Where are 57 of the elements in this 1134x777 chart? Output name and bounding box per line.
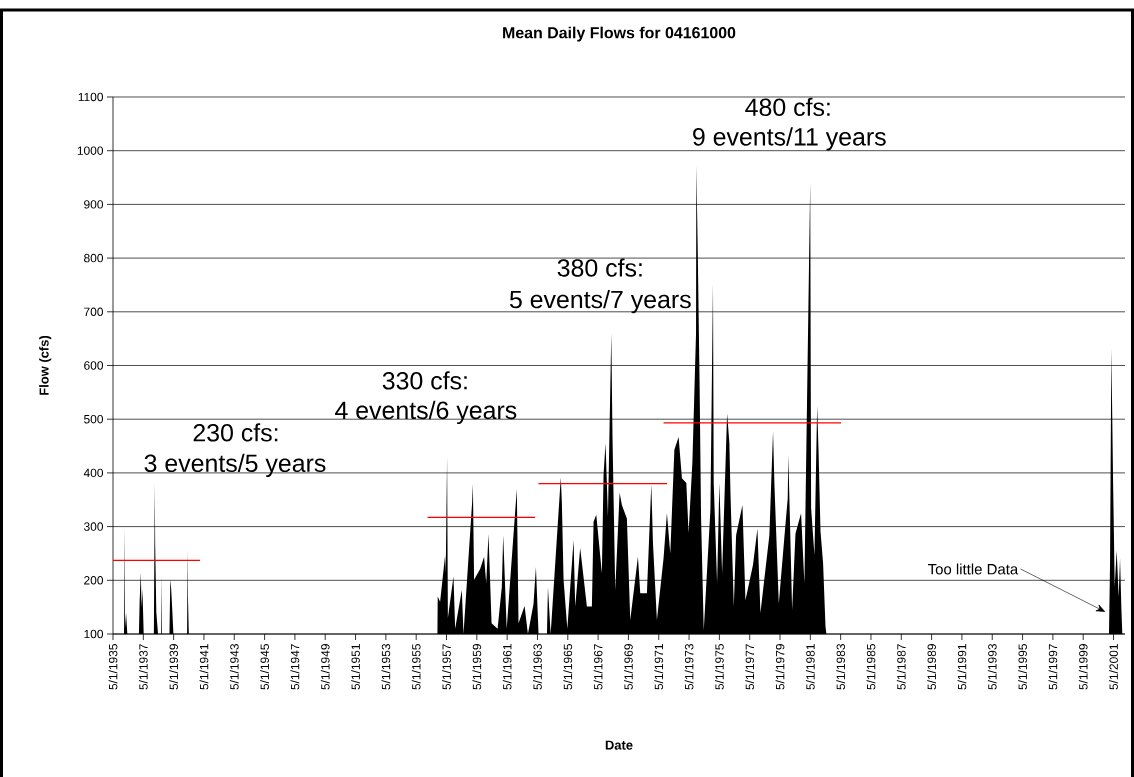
x-tick-label: 5/1/1977 [745, 644, 755, 690]
x-tick-label: 5/1/1971 [654, 644, 664, 690]
chart-title: Mean Daily Flows for 04161000 [503, 26, 736, 42]
x-tick-label: 5/1/1955 [411, 644, 421, 690]
y-tick-label: 1100 [78, 92, 104, 102]
annotation: 5 events/7 years [509, 290, 691, 314]
x-tick-label: 5/1/1991 [957, 644, 967, 690]
x-tick-label: 5/1/1945 [260, 644, 269, 690]
x-tick-label: 5/1/1961 [502, 644, 512, 690]
y-tick-label: 800 [84, 253, 104, 263]
y-tick-label: 200 [84, 576, 104, 585]
x-tick-label: 5/1/1941 [199, 644, 209, 690]
annotation: 3 events/5 years [144, 453, 326, 478]
annotation: 380 cfs: [557, 258, 642, 277]
x-tick-label: 5/1/1957 [442, 644, 451, 690]
x-tick-label: 5/1/1973 [684, 644, 694, 690]
y-tick-label: 900 [84, 200, 104, 209]
y-tick-label: 600 [84, 361, 104, 370]
x-tick-label: 5/1/1997 [1048, 644, 1058, 690]
x-tick-label: 5/1/1959 [472, 644, 482, 690]
y-tick-label: 700 [84, 307, 104, 317]
annotation: Too little Data [928, 563, 1019, 575]
x-axis-title: Date [605, 740, 633, 750]
x-tick-label: 5/1/1981 [805, 644, 815, 690]
x-tick-label: 5/1/1937 [138, 644, 148, 690]
x-tick-label: 5/1/1935 [108, 644, 118, 690]
x-tick-label: 5/1/1979 [775, 644, 785, 690]
y-tick-label: 300 [83, 522, 104, 531]
y-axis-title: Flow (cfs) [39, 335, 52, 395]
y-tick-label: 100 [84, 629, 104, 639]
x-tick-label: 5/1/1953 [381, 644, 391, 690]
y-tick-label: 500 [84, 414, 104, 424]
annotation: 4 events/6 years [335, 400, 517, 425]
x-tick-label: 5/1/1993 [987, 644, 997, 690]
x-tick-label: 5/1/1947 [290, 644, 300, 690]
x-tick-label: 5/1/1951 [351, 644, 360, 690]
x-tick-label: 5/1/1943 [229, 644, 239, 690]
x-tick-label: 5/1/1999 [1078, 644, 1088, 690]
annotation: 330 cfs: [382, 371, 467, 390]
x-tick-label: 5/1/1969 [624, 644, 633, 690]
x-tick-label: 5/1/1939 [169, 644, 179, 690]
x-tick-label: 5/1/1995 [1018, 644, 1027, 690]
x-tick-label: 5/1/1983 [836, 644, 846, 690]
x-tick-label: 5/1/1967 [593, 644, 603, 690]
x-tick-label: 5/1/1965 [563, 644, 573, 690]
y-tick-label: 400 [83, 468, 104, 478]
x-tick-label: 5/1/1949 [320, 644, 330, 690]
x-tick-label: 5/1/1975 [714, 644, 724, 690]
annotation: 480 cfs: [745, 97, 830, 117]
annotation: 9 events/11 years [693, 127, 886, 151]
x-tick-label: 5/1/1989 [927, 644, 936, 690]
x-tick-label: 5/1/1963 [533, 644, 542, 690]
annotation: 230 cfs: [193, 423, 278, 442]
y-tick-label: 1000 [77, 146, 104, 155]
x-tick-label: 5/1/1985 [866, 644, 876, 690]
x-tick-label: 5/1/1987 [896, 644, 906, 690]
x-tick-label: 5/1/2001 [1109, 644, 1118, 690]
